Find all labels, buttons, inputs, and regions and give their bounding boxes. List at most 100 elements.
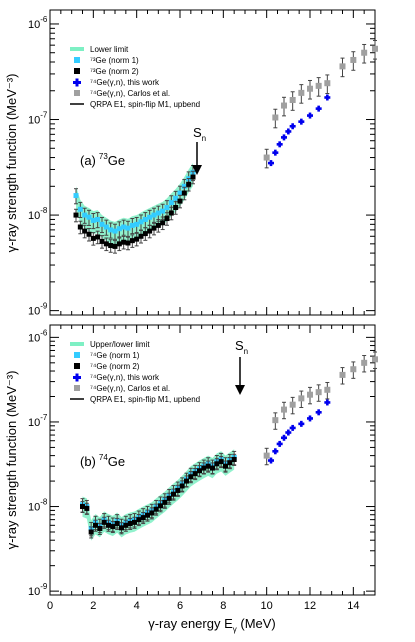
- carlos-point: [339, 371, 346, 378]
- panel-a-label-letter: (a): [80, 153, 96, 168]
- carlos-point: [372, 356, 378, 363]
- legend-swatch-square: [74, 363, 80, 369]
- norm1-point: [112, 228, 118, 234]
- norm2-point: [132, 519, 137, 525]
- norm2-point: [149, 510, 155, 516]
- norm2-point: [73, 212, 79, 218]
- norm1-point: [99, 221, 105, 227]
- y-tick-label-exp: -6: [40, 15, 48, 24]
- this-work-point-v: [291, 424, 294, 431]
- panel-b-x-axis-title-unit: (MeV): [237, 616, 276, 631]
- panel-a-legend: Lower limit ⁷³Ge (norm 1) ⁷³Ge (norm 2) ⁷⁴G…: [70, 45, 200, 109]
- this-work-point-v: [326, 399, 329, 406]
- norm2-point: [125, 240, 131, 246]
- this-work-point: [315, 105, 322, 112]
- legend-swatch-square: [74, 57, 80, 63]
- norm2-point: [95, 234, 101, 240]
- legend-swatch-square: [74, 90, 80, 96]
- this-work-point: [272, 149, 279, 156]
- this-work-point: [324, 399, 331, 406]
- panel-a-band: [76, 163, 193, 245]
- norm2-point: [103, 241, 109, 247]
- y-tick-label-exp: -6: [40, 328, 48, 337]
- y-tick-label: 10-7: [28, 111, 48, 127]
- this-work-point: [324, 94, 331, 101]
- panel-b-x-axis-title-main: γ-ray energy E: [148, 616, 233, 631]
- norm2-point: [164, 216, 170, 222]
- norm2-point: [138, 233, 144, 239]
- norm2-point: [123, 522, 129, 528]
- norm2-point: [112, 243, 118, 249]
- this-work-point: [285, 429, 292, 436]
- panel-b-legend: Upper/lower limit ⁷⁴Ge (norm 1) ⁷⁴Ge (norm…: [70, 340, 200, 404]
- norm1-point: [121, 224, 127, 230]
- norm2-point: [147, 228, 153, 234]
- norm2-point: [218, 459, 224, 465]
- norm2-point: [186, 181, 192, 187]
- panel-a-ticks: [49, 10, 376, 316]
- norm2-point: [192, 471, 198, 477]
- norm2-point: [127, 521, 133, 527]
- norm2-point: [134, 236, 140, 242]
- norm2-point: [166, 495, 172, 501]
- norm2-point: [227, 460, 233, 466]
- this-work-point-v: [317, 105, 320, 112]
- norm2-point: [173, 205, 179, 211]
- this-work-point-v: [269, 457, 273, 464]
- norm2-point: [116, 241, 122, 247]
- y-tick-label-exp: -9: [40, 302, 48, 311]
- norm1-point: [129, 222, 135, 228]
- carlos-point: [361, 49, 368, 56]
- y-tick-label: 10-6: [28, 328, 48, 344]
- panel-b: 10-910-810-710-6 0 2 4 6 8 10 12 14 γ-ray stren…: [4, 324, 378, 634]
- this-work-point: [298, 118, 305, 125]
- panel-a-isotope-mass: 73: [99, 152, 108, 161]
- carlos-point: [263, 452, 270, 459]
- norm2-point: [101, 519, 107, 525]
- x-tick-label: 8: [220, 600, 226, 612]
- x-tick-label: 4: [134, 600, 140, 612]
- panel-b-ticks: [49, 325, 376, 596]
- y-tick-label: 10-8: [28, 498, 48, 514]
- this-work-point-v: [317, 409, 320, 416]
- x-tick-label: 0: [47, 600, 53, 612]
- panel-a: 10-910-810-710-6 γ-ray strength function…: [4, 9, 378, 318]
- norm2-point: [171, 491, 176, 497]
- norm1-point: [73, 193, 79, 199]
- panel-a-sn-label: Sn: [193, 125, 206, 143]
- norm2-point: [82, 228, 88, 234]
- panel-b-sn-letter: S: [235, 338, 244, 353]
- norm2-point: [99, 238, 105, 244]
- norm2-point: [121, 239, 127, 245]
- norm1-point: [134, 221, 140, 227]
- norm2-point: [114, 521, 120, 527]
- panel-b-label: (b) 74Ge: [80, 453, 125, 469]
- norm1-point: [82, 212, 88, 218]
- panel-b-sn-label: Sn: [235, 338, 248, 356]
- carlos-point: [281, 406, 287, 413]
- legend-label: QRPA E1, spin-flip M1, upbend: [90, 100, 200, 109]
- norm1-point: [125, 225, 131, 231]
- legend-swatch-band: [70, 47, 84, 51]
- x-tick-label: 2: [90, 600, 96, 612]
- this-work-point-v: [300, 420, 303, 427]
- this-work-point-v: [287, 429, 290, 436]
- norm2-point: [140, 515, 146, 521]
- norm2-point: [108, 243, 114, 249]
- panel-a-sn-subscript: n: [202, 134, 206, 143]
- carlos-point: [315, 389, 322, 396]
- norm2-point: [129, 238, 135, 244]
- norm2-point: [179, 483, 185, 489]
- carlos-point: [272, 417, 279, 424]
- norm2-point: [110, 524, 116, 530]
- norm2-point: [151, 225, 157, 231]
- panel-a-y-tick-labels: 10-910-810-710-6: [28, 15, 48, 318]
- panel-b-isotope-symbol: Ge: [108, 454, 125, 469]
- panel-b-y-axis-title: γ-ray strength function (MeV⁻³): [4, 371, 19, 550]
- this-work-point-v: [308, 415, 312, 422]
- panel-b-x-axis-title-subscript: γ: [233, 625, 237, 634]
- panel-a-y-axis-title: γ-ray strength function (MeV⁻³): [4, 74, 19, 253]
- y-tick-label: 10-9: [28, 302, 48, 318]
- this-work-point-v: [278, 440, 281, 447]
